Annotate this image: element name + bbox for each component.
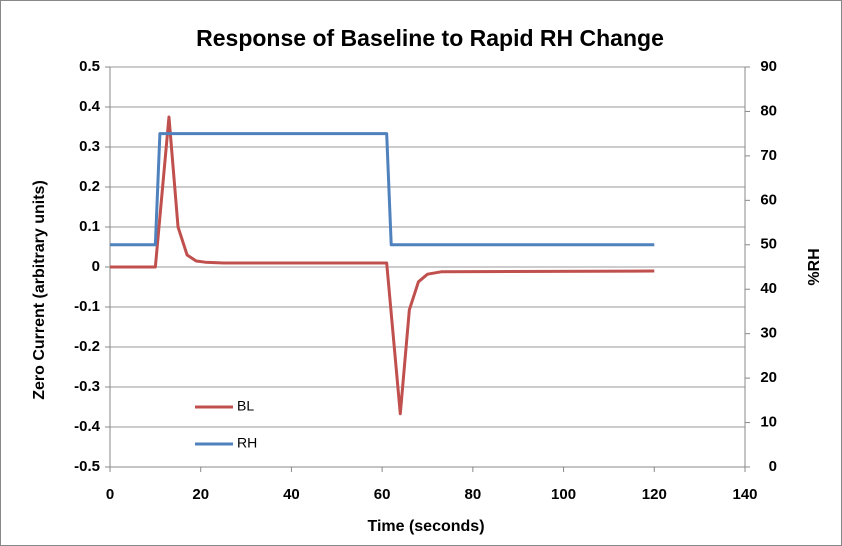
- y2-tick-label: 50: [760, 236, 777, 253]
- y2-tick-label: 90: [760, 58, 777, 75]
- y-tick-label: -0.5: [74, 458, 100, 475]
- x-tick-label: 0: [106, 486, 114, 503]
- y2-tick-label: 20: [760, 369, 777, 386]
- y2-tick-label: 70: [760, 147, 777, 164]
- y2-axis-title: %RH: [806, 248, 823, 285]
- series-line: [110, 132, 655, 247]
- y-tick-label: 0.1: [79, 218, 100, 235]
- x-tick-label: 120: [642, 486, 667, 503]
- series-line: [110, 115, 655, 416]
- x-tick-label: 40: [283, 486, 300, 503]
- legend-label: BL: [237, 398, 254, 414]
- chart-title: Response of Baseline to Rapid RH Change: [196, 25, 664, 51]
- y-tick-label: 0.5: [79, 58, 100, 75]
- y-tick-label: 0.2: [79, 178, 100, 195]
- x-tick-label: 20: [192, 486, 209, 503]
- y-tick-label: 0.4: [79, 98, 101, 115]
- y-tick-label: -0.1: [74, 298, 100, 315]
- x-axis-title: Time (seconds): [367, 518, 484, 535]
- x-tick-label: 60: [374, 486, 391, 503]
- y2-tick-label: 80: [760, 102, 777, 119]
- y-tick-label: -0.4: [74, 418, 101, 435]
- y-axis-title: Zero Current (arbitrary units): [31, 180, 48, 400]
- y-tick-label: -0.2: [74, 338, 100, 355]
- y2-tick-label: 30: [760, 325, 777, 342]
- x-tick-label: 100: [551, 486, 576, 503]
- y2-tick-label: 40: [760, 280, 777, 297]
- y2-tick-label: 0: [769, 458, 777, 475]
- y2-tick-label: 60: [760, 191, 777, 208]
- y-tick-label: -0.3: [74, 378, 100, 395]
- x-tick-label: 140: [732, 486, 757, 503]
- x-tick-label: 80: [465, 486, 482, 503]
- y2-tick-label: 10: [760, 414, 777, 431]
- y-tick-label: 0.3: [79, 138, 100, 155]
- y-tick-label: 0: [92, 258, 100, 275]
- legend-label: RH: [237, 435, 257, 451]
